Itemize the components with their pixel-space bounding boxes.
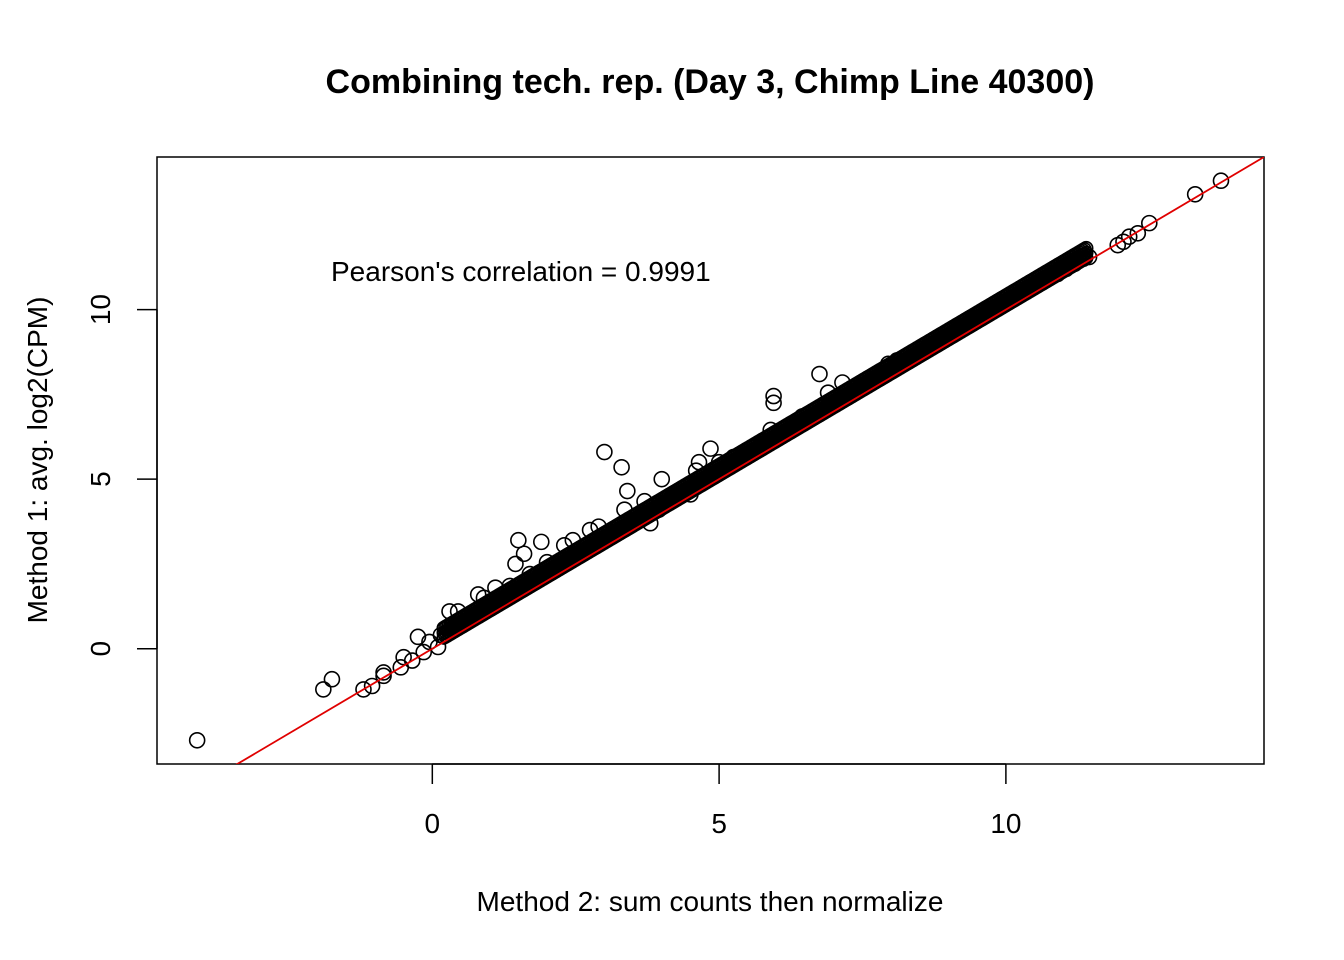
reference-line-layer: [235, 157, 1264, 764]
x-tick-label: 10: [990, 808, 1021, 839]
data-point: [375, 667, 392, 685]
band-point: [1078, 240, 1094, 256]
data-point: [1212, 172, 1230, 190]
data-point: [619, 482, 636, 500]
data-point: [765, 387, 782, 405]
data-point: [507, 555, 524, 573]
data-point: [515, 545, 533, 563]
data-point: [315, 681, 332, 698]
data-point: [415, 643, 433, 661]
data-point: [613, 458, 630, 476]
data-point: [596, 443, 613, 461]
dense-band-layer: [436, 240, 1094, 645]
data-point: [409, 628, 427, 646]
data-point: [702, 440, 719, 457]
y-axis-label: Method 1: avg. log2(CPM): [22, 297, 53, 624]
correlation-annotation: Pearson's correlation = 0.9991: [331, 256, 711, 287]
data-point: [355, 681, 372, 698]
data-point: [1140, 214, 1158, 232]
data-point: [403, 652, 421, 669]
data-point: [510, 531, 527, 549]
data-point: [1120, 228, 1138, 245]
data-point: [1129, 224, 1147, 242]
y-tick-label: 5: [85, 471, 116, 487]
data-point: [653, 470, 671, 488]
data-point: [1115, 233, 1132, 251]
chart-title: Combining tech. rep. (Day 3, Chimp Line …: [326, 63, 1095, 101]
x-axis-label: Method 2: sum counts then normalize: [477, 886, 944, 917]
x-axis: 0 5 10: [425, 763, 1021, 839]
y-tick-label: 10: [85, 294, 116, 325]
y-axis: 0 5 10: [85, 294, 158, 657]
x-tick-label: 5: [711, 808, 727, 839]
x-tick-label: 0: [425, 808, 441, 839]
data-point: [765, 394, 782, 412]
data-point: [532, 533, 550, 551]
data-point: [323, 670, 341, 688]
y-tick-label: 0: [85, 641, 116, 657]
data-point: [188, 731, 206, 749]
data-point: [811, 365, 828, 383]
data-point: [363, 677, 381, 695]
band-point: [1078, 245, 1094, 261]
reference-line: [235, 157, 1264, 764]
plot-frame: [156, 156, 1265, 765]
